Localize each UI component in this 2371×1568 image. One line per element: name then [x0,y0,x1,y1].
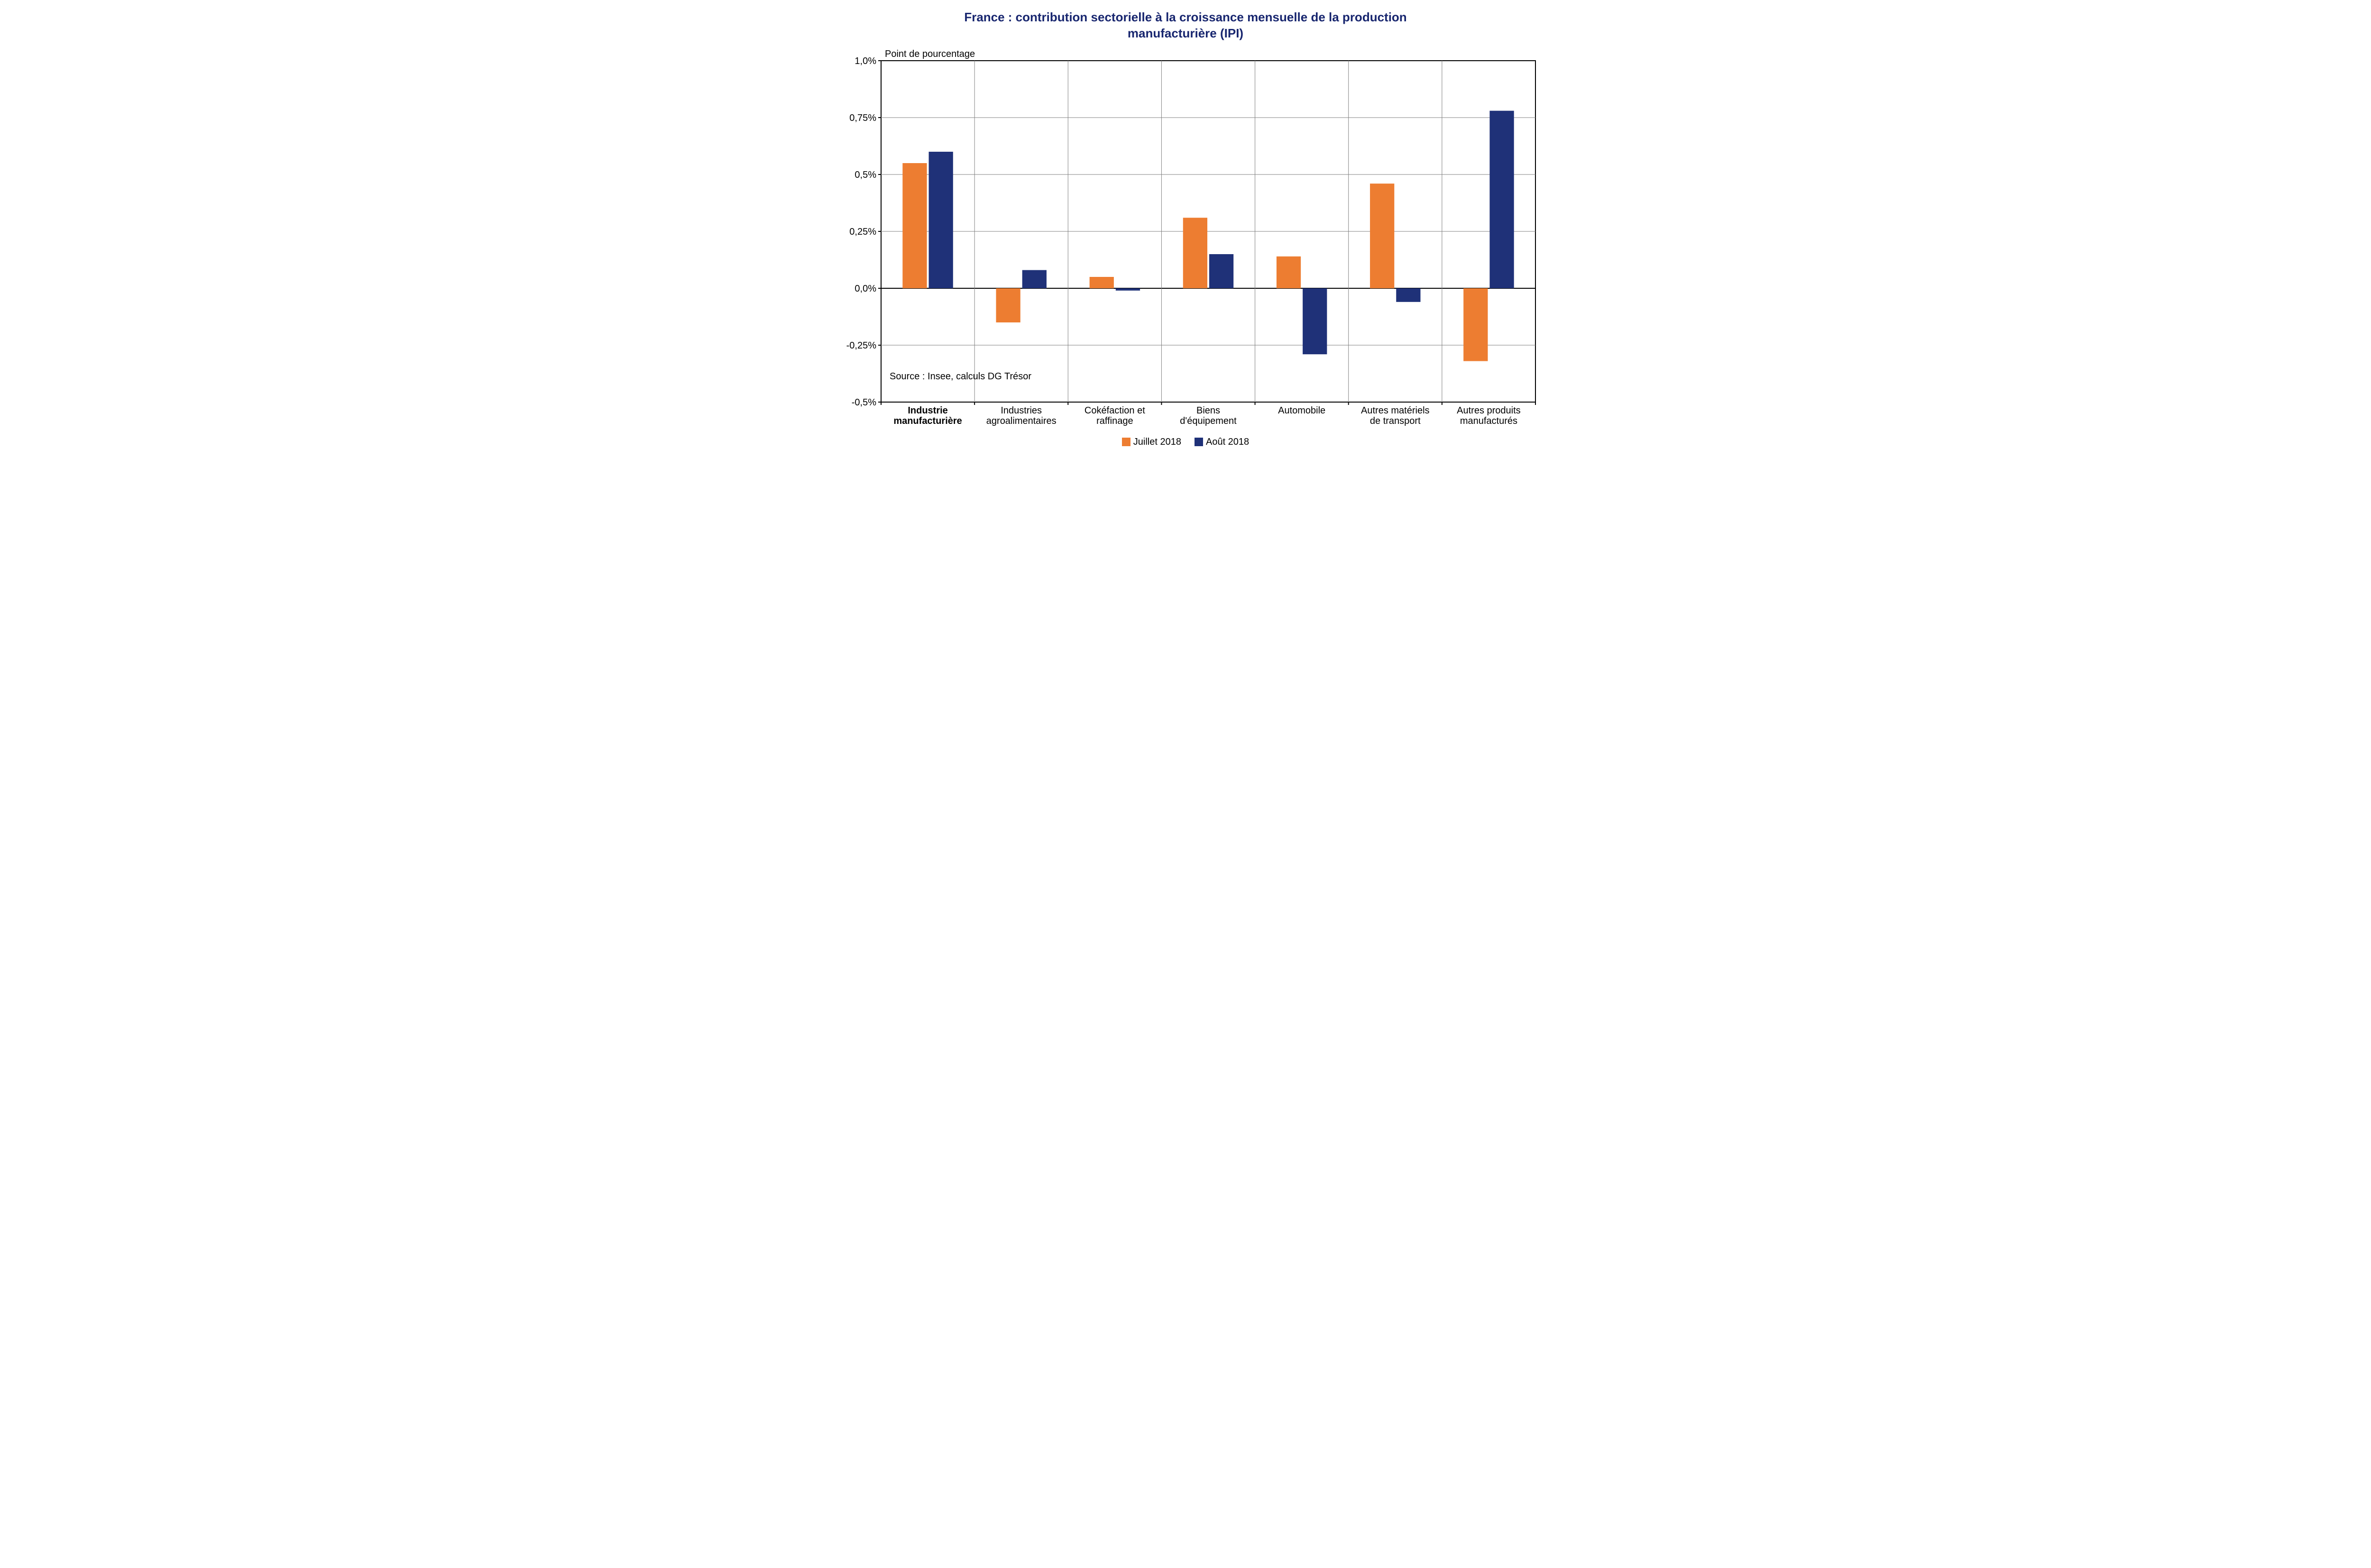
y-tick-label: 0,5% [855,170,876,180]
category-label: Autres matérielsde transport [1361,405,1430,426]
chart-title: France : contribution sectorielle à la c… [838,9,1533,42]
y-tick-label: -0,25% [846,340,877,351]
y-axis-label: Point de pourcentage [885,49,975,59]
category-label: Industriesagroalimentaires [986,405,1057,426]
y-tick-label: -0,5% [852,397,876,408]
bar [1277,256,1301,288]
category-label: Autres produitsmanufacturés [1457,405,1521,426]
category-label: Industriemanufacturière [893,405,962,426]
legend: Juillet 2018 Août 2018 [838,433,1533,449]
bar [1489,110,1514,288]
legend-swatch [1122,438,1130,446]
category-label: Cokéfaction etraffinage [1084,405,1145,426]
bar [1116,288,1140,291]
y-tick-label: 1,0% [855,56,876,66]
legend-label: Août 2018 [1206,437,1249,448]
legend-item: Août 2018 [1195,437,1249,448]
y-tick-label: 0,25% [849,227,876,237]
bar [1183,218,1207,288]
legend-item: Juillet 2018 [1122,437,1181,448]
bar [1090,277,1114,288]
chart-title-line-1: France : contribution sectorielle à la c… [964,10,1406,24]
legend-swatch [1195,438,1203,446]
bar [1022,270,1047,288]
y-tick-label: 0,0% [855,284,876,294]
y-tick-label: 0,75% [849,113,876,123]
chart-title-line-2: manufacturière (IPI) [1128,26,1243,40]
bar [1209,254,1233,288]
bar [929,152,953,288]
bar [1303,288,1327,354]
bar-chart: -0,5% -0,25% 0,0% 0,25% 0,5% 0,75% 1,0% Point d… [838,46,1540,431]
source-text: Source : Insee, calculs DG Trésor [890,371,1031,382]
category-label: Biensd'équipement [1180,405,1237,426]
bar [1370,183,1394,288]
bar [1463,288,1488,361]
bar [996,288,1020,322]
bar [902,163,927,288]
chart-container: France : contribution sectorielle à la c… [824,0,1547,454]
category-label: Automobile [1278,405,1325,416]
bar [1396,288,1420,302]
legend-label: Juillet 2018 [1133,437,1181,448]
